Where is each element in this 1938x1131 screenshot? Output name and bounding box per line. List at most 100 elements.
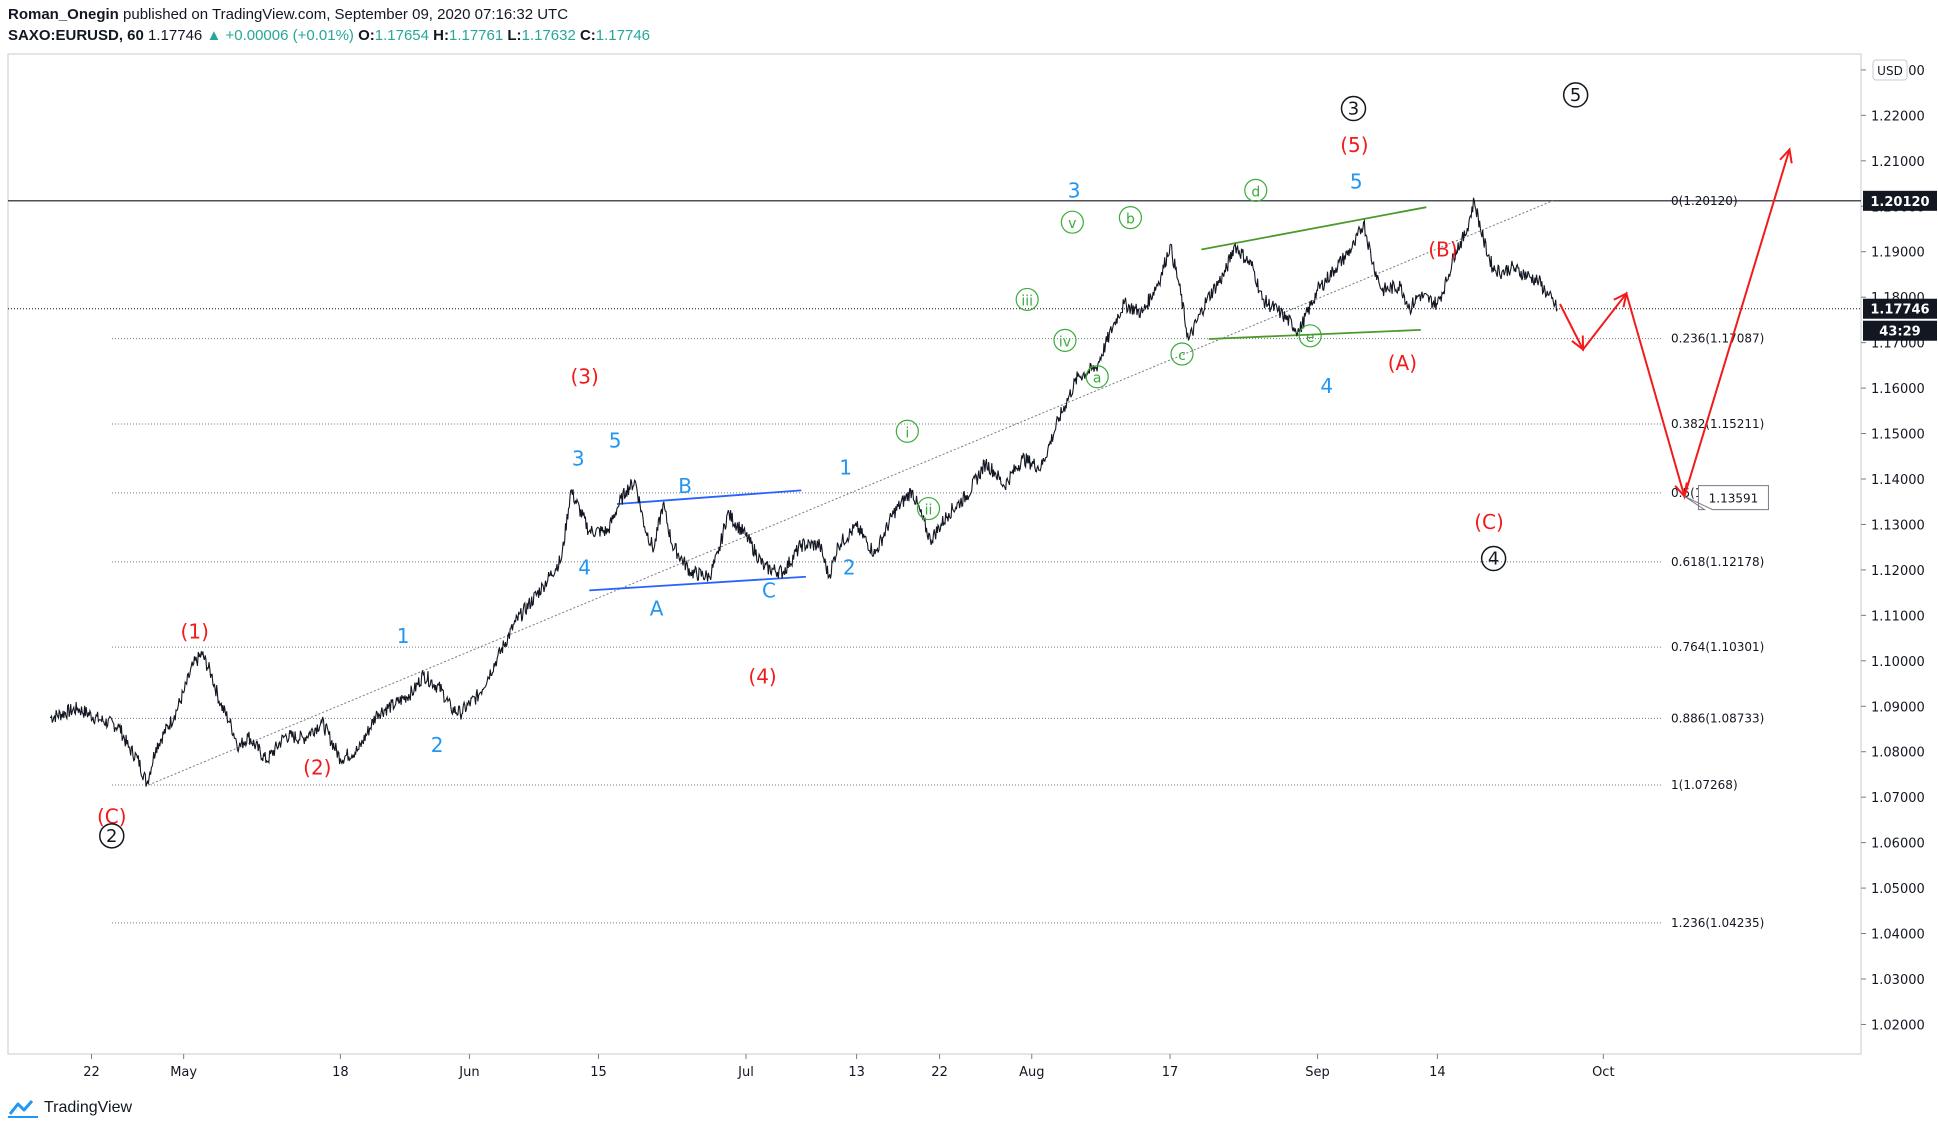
wave-label: 2 (106, 826, 117, 847)
wave-label-circle (1340, 95, 1367, 122)
last-price: 1.17746 (148, 27, 203, 44)
time-tick-label: May (170, 1065, 197, 1080)
fib-level-label: 0.618(1.12178) (1671, 555, 1764, 569)
projection-arrowhead (1571, 335, 1585, 352)
projection-arrowhead (1779, 147, 1793, 164)
price-axis[interactable]: 1.02000 1.03000 1.04000 1.05000 1.06000 1.070… (1861, 59, 1937, 1033)
wave-label: 2 (431, 733, 444, 757)
price-tick-label: 1.11000 (1871, 609, 1925, 624)
wave-label: (C) (1474, 510, 1504, 534)
wave-label: 5 (1350, 169, 1363, 193)
wave-label-circle (1015, 287, 1039, 312)
wave-label: 1 (397, 624, 410, 648)
price-change: ▲ +0.00006 (+0.01%) (206, 27, 354, 44)
price-tick-label: 1.04000 (1871, 928, 1925, 943)
trendline-base-channel (148, 200, 1553, 786)
price-tick-label: 1.21000 (1871, 155, 1925, 170)
currency-label: USD (1877, 64, 1903, 78)
open-label: O: (358, 27, 375, 44)
price-tick-label: 1.12000 (1871, 564, 1925, 579)
low-label: L: (507, 27, 522, 44)
price-callout-label: 1.13591 (1709, 492, 1759, 506)
price-tick-label: 1.15000 (1871, 428, 1925, 443)
wave-label: (B) (1428, 237, 1457, 261)
price-tick-label: 1.06000 (1871, 837, 1925, 852)
wave-label-circle (1085, 365, 1109, 389)
symbol-label[interactable]: SAXO:EURUSD, 60 (8, 27, 144, 44)
time-tick-label: 14 (1429, 1065, 1446, 1080)
wave-label: 3 (572, 447, 585, 471)
time-tick-label: 22 (83, 1065, 100, 1080)
axis-price-tag-label: 1.20120 (1870, 195, 1929, 210)
time-tick-label: 22 (931, 1065, 948, 1080)
wave-label: 3 (1348, 99, 1359, 120)
price-tick-label: 1.10000 (1871, 655, 1925, 670)
wave-label-circle (895, 419, 919, 443)
wave-label: 1 (839, 456, 852, 480)
high-label: H: (433, 27, 449, 44)
chart-header: Roman_Onegin published on TradingView.co… (8, 4, 650, 46)
time-axis[interactable]: 22 May 18 Jun 15 Jul 13 22 Aug 17 Sep 14 Oct (8, 1053, 1861, 1080)
wave-label: 2 (843, 556, 856, 580)
wave-label: 5 (609, 428, 622, 452)
wave-label: v (1068, 216, 1076, 232)
time-tick-label: Jul (737, 1065, 754, 1080)
brand-label: TradingView (44, 1099, 133, 1116)
low-value: 1.17632 (521, 27, 576, 44)
wave-label: (C) (97, 805, 127, 829)
wave-label-circle (916, 496, 941, 521)
axis-price-tag (1863, 298, 1937, 319)
wave-label: c (1178, 348, 1186, 364)
trendline-abc-lower (589, 575, 806, 592)
wave-label-circle (1480, 545, 1507, 572)
projection-arrowhead (1613, 291, 1628, 308)
wave-label: (1) (181, 619, 209, 643)
close-value: 1.17746 (595, 27, 651, 44)
wave-label: A (650, 597, 664, 621)
wave-label: e (1306, 330, 1315, 346)
time-tick-label: 13 (848, 1065, 865, 1080)
price-line (49, 197, 1558, 787)
footer-brand[interactable]: TradingView (8, 1098, 132, 1118)
open-value: 1.17654 (374, 27, 429, 44)
projection-path: 1.13591 (1559, 147, 1793, 511)
wave-label: (5) (1340, 133, 1368, 157)
price-tick-label: 1.19000 (1871, 246, 1925, 261)
close-label: C: (579, 27, 596, 44)
fib-level-label: 0.236(1.17087) (1671, 332, 1764, 346)
wave-label-circle (99, 823, 125, 849)
price-tick-label: 1.09000 (1871, 700, 1925, 715)
trendline-abc-upper (616, 489, 802, 505)
publish-line: Roman_Onegin published on TradingView.co… (8, 4, 650, 25)
price-tick-label: 1.22000 (1871, 109, 1925, 124)
wave-label: 4 (1488, 549, 1499, 570)
wave-label: 3 (1068, 178, 1081, 202)
wave-label: 4 (1320, 374, 1333, 398)
wave-label-circle (1298, 324, 1322, 348)
time-tick-label: 17 (1162, 1065, 1179, 1080)
wave-label-circle (1170, 342, 1194, 366)
time-tick-label: 18 (332, 1065, 349, 1080)
wave-label: (2) (303, 756, 331, 780)
axis-price-tag-label: 1.17746 (1870, 303, 1929, 318)
wave-label: iv (1059, 334, 1071, 350)
wave-label: b (1126, 212, 1135, 228)
wave-label: d (1251, 184, 1260, 200)
wave-label: (3) (571, 365, 599, 389)
price-tick-label: 1.13000 (1871, 518, 1925, 533)
author-name[interactable]: Roman_Onegin (8, 6, 119, 23)
wave-label: (A) (1388, 351, 1417, 375)
fib-level-label: 1.236(1.04235) (1671, 916, 1764, 930)
fib-level-label: 1(1.07268) (1671, 778, 1738, 792)
wave-label-circle (1053, 328, 1077, 352)
price-tick-label: 1.03000 (1871, 973, 1925, 988)
time-tick-label: Oct (1592, 1065, 1614, 1080)
time-tick-label: Sep (1305, 1065, 1330, 1080)
wave-label: C (762, 578, 776, 602)
wave-label-circle (1244, 178, 1268, 202)
wave-label-circle (1118, 206, 1143, 230)
price-tick-label: 1.08000 (1871, 746, 1925, 761)
wave-label-circle (1060, 210, 1084, 234)
wave-label: i (905, 425, 909, 441)
